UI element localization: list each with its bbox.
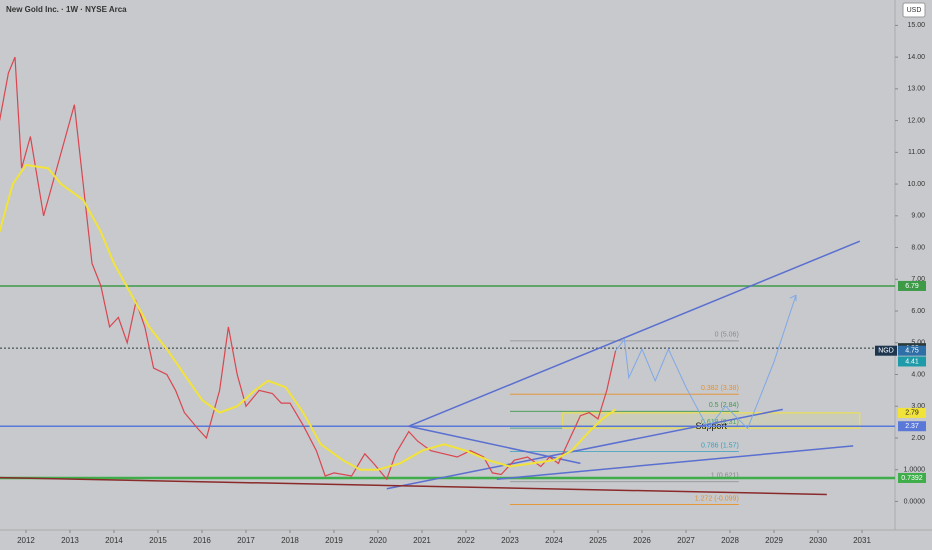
x-tick-label: 2031 [853, 536, 871, 545]
price-tag-bg [898, 280, 926, 291]
price-axis-panel [895, 0, 932, 550]
projection-arrow [789, 294, 797, 302]
price-tag-bg [898, 421, 926, 432]
trendline [408, 425, 581, 465]
price-tag: 4.75 [905, 348, 919, 355]
price-tag: 2.37 [905, 423, 919, 430]
currency-box[interactable] [902, 2, 926, 18]
x-tick-label: 2024 [545, 536, 563, 545]
fib-label: 0 (5.06) [715, 332, 739, 339]
trendline [386, 408, 783, 490]
x-tick-label: 2019 [325, 536, 343, 545]
x-tick-label: 2013 [61, 536, 79, 545]
x-tick-label: 2027 [677, 536, 695, 545]
price-tag: 2.79 [905, 410, 919, 417]
y-tick-label: 15.00 [907, 22, 925, 29]
x-tick-label: 2022 [457, 536, 475, 545]
price-line [0, 56, 617, 481]
price-tag-bg [898, 472, 926, 483]
x-tick-label: 2021 [413, 536, 431, 545]
fib-label: 1 (0.621) [711, 473, 739, 480]
symbol-tag: NGD [878, 348, 894, 355]
x-tick-label: 2020 [369, 536, 387, 545]
currency-label: USD [907, 7, 922, 14]
symbol-tag-bg [875, 345, 897, 356]
y-tick-label: 5.00 [911, 340, 925, 347]
y-tick-label: 11.00 [908, 149, 925, 156]
fib-label: 1.272 (-0.099) [695, 495, 739, 502]
price-tag-bg [898, 407, 926, 418]
x-tick-label: 2029 [765, 536, 783, 545]
y-tick-label: 8.00 [911, 244, 925, 251]
x-tick-label: 2018 [281, 536, 299, 545]
x-tick-label: 2026 [633, 536, 651, 545]
x-tick-label: 2017 [237, 536, 255, 545]
trendline [496, 445, 854, 480]
price-tag: 6.79 [905, 283, 919, 290]
moving-average [0, 163, 617, 471]
y-tick-label: 13.00 [907, 86, 925, 93]
price-tag-bg [898, 356, 926, 367]
y-tick-label: 14.00 [907, 54, 925, 61]
x-tick-label: 2012 [17, 536, 35, 545]
fib-label: 0.5 (2.84) [709, 402, 739, 409]
x-tick-label: 2015 [149, 536, 167, 545]
trendline [0, 476, 827, 496]
price-tag-bg [898, 345, 926, 356]
y-tick-label: 9.00 [911, 213, 925, 220]
y-tick-label: 6.00 [911, 308, 925, 315]
price-tag: 0.7392 [901, 475, 923, 482]
y-tick-label: 3.00 [911, 403, 925, 410]
fib-label: 0.382 (3.38) [701, 385, 739, 392]
x-tick-label: 2014 [105, 536, 123, 545]
support-zone [562, 412, 861, 429]
x-tick-label: 2016 [193, 536, 211, 545]
chart-title: New Gold Inc. · 1W · NYSE Arca [6, 5, 127, 14]
y-tick-label: 1.0000 [904, 467, 926, 474]
y-tick-label: 10.00 [907, 181, 925, 188]
fib-label: 0.786 (1.57) [701, 442, 739, 449]
projection-path [615, 294, 797, 430]
y-tick-label: 4.00 [911, 371, 925, 378]
price-tag: 4.41 [905, 358, 919, 365]
x-tick-label: 2023 [501, 536, 519, 545]
y-tick-label: 7.00 [911, 276, 925, 283]
x-tick-label: 2025 [589, 536, 607, 545]
y-tick-label: 2.00 [911, 435, 925, 442]
y-tick-label: 0.0000 [904, 498, 926, 505]
x-tick-label: 2028 [721, 536, 739, 545]
trendline [408, 240, 861, 427]
y-tick-label: 12.00 [907, 117, 925, 124]
x-tick-label: 2030 [809, 536, 827, 545]
